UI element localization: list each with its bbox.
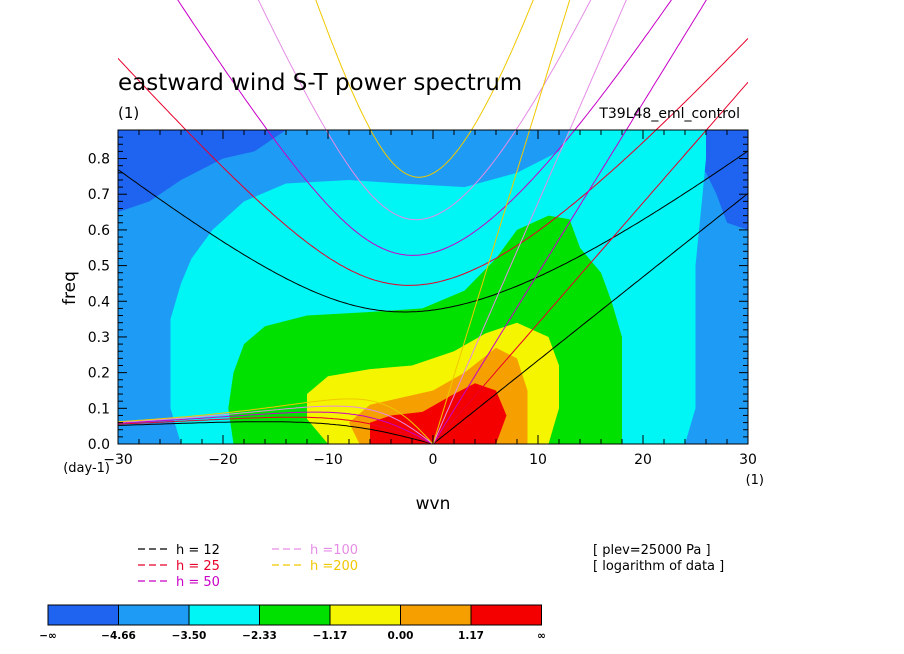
dispersion-12-ig1 — [118, 150, 748, 313]
colorbar-label: 1.17 — [458, 630, 484, 642]
axes: −30 −20 −10 0 10 20 30 0.0 0.1 0.2 0.3 0.4 0.5 0.6 0.7… — [88, 130, 757, 468]
chart-title: eastward wind S-T power spectrum — [118, 70, 522, 96]
dispersion-100-ig1 — [325, 130, 517, 221]
dispersion-25-kelvin — [432, 130, 708, 444]
x-tick-label: −20 — [208, 452, 238, 468]
colorbar-swatch — [259, 604, 331, 626]
colorbar-label: −2.33 — [242, 630, 277, 642]
colorbar-swatch — [329, 604, 401, 626]
dispersion-100-kelvin-extension — [569, 0, 627, 130]
dispersion-curves-above-plot — [118, 0, 748, 130]
y-tick-label: 0.5 — [88, 259, 110, 275]
y-tick-label: 0.1 — [88, 401, 110, 417]
colorbar-label: −4.66 — [101, 630, 136, 642]
colorbar-label: −3.50 — [172, 630, 207, 642]
fill-level--4_66 — [118, 130, 286, 213]
y-tick-label: 0.8 — [88, 152, 110, 168]
legend-label-h50: h = 50 — [176, 575, 220, 590]
annotation-plev: [ plev=25000 Pa ] — [593, 543, 711, 558]
spectrum-fills — [118, 130, 748, 444]
x-tick-label: −10 — [313, 452, 343, 468]
y-axis-label: freq — [60, 271, 80, 305]
fill-level--4_66 — [653, 130, 748, 230]
y-tick-label: 0.7 — [88, 187, 110, 203]
x-unit-label: (1) — [746, 473, 764, 488]
dispersion-25-rossby — [118, 416, 434, 444]
dispersion-50-kelvin-extension — [625, 0, 707, 130]
dispersion-50-kelvin — [432, 130, 627, 444]
y-tick-label: 0.0 — [88, 437, 110, 453]
y-tick-label: 0.6 — [88, 223, 110, 239]
dispersion-50-ig1 — [266, 130, 576, 256]
x-tick-label: 0 — [429, 452, 438, 468]
colorbar-swatch — [470, 604, 542, 626]
colorbar-label: ∞ — [537, 630, 546, 642]
colorbar-label: 0.00 — [388, 630, 414, 642]
colorbar: −∞ −4.66 −3.50 −2.33 −1.17 0.00 1.17 ∞ — [39, 604, 546, 642]
chart-subtitle-left: (1) — [118, 104, 139, 122]
y-unit-label: (day-1) — [63, 461, 110, 476]
colorbar-swatch — [118, 604, 190, 626]
dispersion-50-ig1-extension — [177, 0, 672, 130]
dispersion-25-ig1 — [185, 130, 657, 286]
chart-subtitle-right: T39L48_eml_control — [598, 106, 740, 122]
annotation-log: [ logarithm of data ] — [593, 559, 724, 574]
dispersion-100-kelvin — [432, 130, 571, 444]
legend-label-h200: h =200 — [310, 559, 358, 574]
x-tick-label: 30 — [739, 452, 757, 468]
y-tick-label: 0.3 — [88, 330, 110, 346]
legend-label-h100: h =100 — [310, 543, 358, 558]
x-tick-label: 20 — [634, 452, 652, 468]
dispersion-12-rossby — [118, 421, 434, 444]
y-tick-label: 0.4 — [88, 294, 110, 310]
legend-label-h12: h = 12 — [176, 543, 220, 558]
dispersion-200-kelvin — [432, 130, 531, 444]
colorbar-swatch — [188, 604, 260, 626]
x-tick-label: −30 — [103, 452, 133, 468]
colorbar-swatch — [400, 604, 472, 626]
colorbar-label: −1.17 — [313, 630, 348, 642]
dispersion-curves-in-plot — [118, 130, 748, 444]
y-tick-label: 0.2 — [88, 366, 110, 382]
dispersion-12-kelvin — [432, 192, 748, 444]
dispersion-200-ig1 — [370, 130, 473, 178]
colorbar-swatch — [47, 604, 119, 626]
colorbar-label: −∞ — [39, 630, 57, 642]
x-tick-label: 10 — [529, 452, 547, 468]
x-axis-label: wvn — [416, 494, 451, 514]
dispersion-50-rossby — [118, 411, 434, 444]
dispersion-200-rossby — [118, 398, 434, 444]
dispersion-100-rossby — [118, 405, 434, 444]
legend-label-h25: h = 25 — [176, 559, 220, 574]
